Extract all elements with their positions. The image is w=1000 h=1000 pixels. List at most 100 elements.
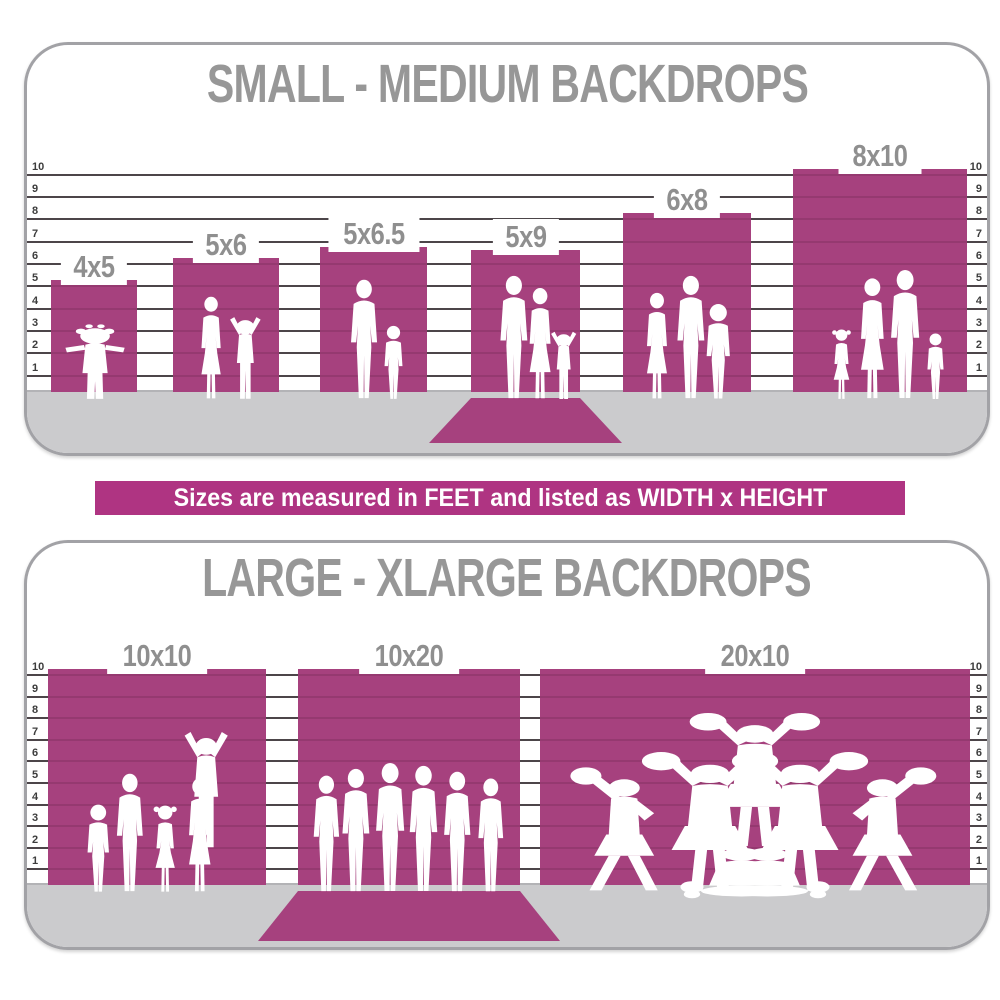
man-silhouette: [375, 763, 405, 891]
woman-silhouette: [646, 292, 667, 399]
ruler-tick-right-4: 4: [975, 294, 982, 307]
sitting-cheerleader-silhouette: [726, 847, 808, 897]
floor-sweep-10x20: [258, 891, 560, 941]
size-label-text: 4x5: [73, 249, 115, 285]
large-xlarge-panel: LARGE - XLARGE BACKDROPS 1 1 2 2 3 3 4 4 5 5 6 6 7 7 8…: [24, 540, 990, 950]
man-silhouette: [890, 270, 920, 398]
cheerleader-silhouette: [570, 767, 658, 891]
size-label-5x9: 5x9: [492, 218, 559, 255]
backdrop-bar-10x20: [298, 669, 520, 885]
ruler-line-overlay-2ft: [27, 846, 987, 849]
ruler-line-overlay-4ft: [27, 803, 987, 806]
size-label-5x6: 5x6: [192, 227, 260, 264]
ruler-tick-right-2: 2: [975, 833, 982, 846]
ruler-line-overlay-10ft: [27, 674, 987, 676]
ruler-tick-right-9: 9: [975, 183, 982, 196]
ruler-tick-right-1: 1: [975, 361, 982, 374]
boy-silhouette: [706, 304, 730, 399]
ruler-line-overlay-10ft: [27, 173, 987, 176]
large-xlarge-size-chart: 1 1 2 2 3 3 4 4 5 5 6 6 7 7 8 8 9 9 10 10 10x10 10x20 20x10: [27, 543, 987, 947]
ruler-tick-left-1: 1: [32, 855, 39, 868]
pom-pom-silhouette: [806, 881, 830, 899]
ruler-tick-left-8: 8: [32, 205, 39, 218]
size-label-4x5: 4x5: [60, 249, 128, 286]
ruler-line-overlay-3ft: [27, 330, 987, 332]
ruler-tick-left-1: 1: [32, 361, 39, 374]
ruler-tick-right-5: 5: [975, 272, 982, 285]
ruler-tick-left-4: 4: [32, 294, 39, 307]
size-label-text: 5x9: [504, 218, 547, 254]
ruler-line-overlay-3ft: [27, 825, 987, 828]
size-label-10x20: 10x20: [359, 638, 459, 674]
ruler-tick-right-3: 3: [975, 317, 982, 329]
ruler-tick-right-7: 7: [975, 725, 982, 738]
man-silhouette: [313, 775, 339, 892]
girl-silhouette: [831, 329, 851, 399]
girl-silhouette: [153, 805, 177, 892]
ruler-tick-left-6: 6: [32, 747, 39, 760]
ruler-tick-right-8: 8: [975, 704, 982, 717]
ruler-tick-right-9: 9: [975, 682, 982, 695]
ruler-tick-left-2: 2: [32, 833, 39, 846]
cheerleader-silhouette: [689, 713, 821, 846]
size-label-5x6.5: 5x6.5: [327, 215, 420, 252]
panel-title-text: LARGE - XLARGE BACKDROPS: [202, 548, 813, 608]
ruler-tick-right-2: 2: [975, 339, 982, 352]
backdrop-bar-10x10: [48, 669, 266, 885]
size-label-text: 8x10: [852, 137, 908, 173]
ruler-line-overlay-1ft: [27, 374, 987, 377]
panel-title-text: SMALL - MEDIUM BACKDROPS: [206, 54, 808, 114]
child-arms-raised-silhouette: [229, 317, 261, 399]
ruler-tick-left-6: 6: [32, 250, 39, 263]
ruler-tick-right-8: 8: [975, 205, 982, 218]
measurement-note-banner: Sizes are measured in FEET and listed as…: [95, 481, 905, 515]
small-medium-panel: SMALL - MEDIUM BACKDROPS 1 1 2 2 3 3 4 4 5 5 6 6 7 7 8…: [24, 42, 990, 456]
panel-title-large-xlarge: LARGE - XLARGE BACKDROPS: [27, 547, 987, 609]
small-medium-size-chart: 1 1 2 2 3 3 4 4 5 5 6 6 7 7 8 8 9 9 10 10 4x5 5x6 5x6.5 5x9 6…: [27, 45, 987, 453]
ruler-tick-right-4: 4: [975, 790, 982, 803]
size-label-20x10: 20x10: [705, 638, 805, 674]
ruler-tick-left-3: 3: [32, 317, 39, 329]
ruler-line-10ft: [27, 173, 987, 176]
ruler-line-overlay-7ft: [27, 738, 987, 741]
ruler-tick-right-3: 3: [975, 812, 982, 825]
ruler-line-overlay-5ft: [27, 782, 987, 784]
ruler-tick-right-6: 6: [975, 747, 982, 760]
man-silhouette: [117, 773, 143, 892]
ruler-tick-right-5: 5: [975, 769, 982, 781]
size-label-text: 10x20: [374, 638, 444, 673]
backdrop-bar-5x6: [173, 258, 279, 392]
ruler-tick-left-10: 10: [32, 160, 45, 173]
ruler-tick-left-8: 8: [32, 704, 39, 717]
ruler-tick-left-4: 4: [32, 790, 39, 803]
size-label-6x8: 6x8: [653, 182, 721, 219]
ruler-tick-left-5: 5: [32, 272, 39, 285]
man-silhouette: [677, 275, 705, 399]
ruler-tick-right-10: 10: [969, 160, 982, 173]
ruler-tick-right-7: 7: [975, 227, 982, 240]
man-silhouette: [443, 771, 471, 892]
measurement-note-text: Sizes are measured in FEET and listed as…: [173, 483, 827, 512]
size-label-text: 20x10: [720, 638, 790, 673]
toddler-girl-arms-out-silhouette: [65, 324, 125, 399]
ruler-line-overlay-8ft: [27, 717, 987, 720]
ruler-tick-left-7: 7: [32, 227, 39, 240]
woman-silhouette: [529, 288, 551, 399]
ruler-tick-left-9: 9: [32, 183, 39, 196]
cheerleader-silhouette: [731, 752, 869, 891]
ruler-tick-right-1: 1: [975, 855, 982, 868]
ruler-tick-right-10: 10: [969, 661, 982, 673]
ruler-line-overlay-1ft: [27, 868, 987, 871]
ruler-tick-left-5: 5: [32, 769, 39, 781]
size-label-text: 6x8: [666, 182, 708, 218]
ruler-line-9ft: [27, 196, 987, 199]
toddler-arm-raised-silhouette: [551, 331, 577, 399]
size-label-10x10: 10x10: [107, 638, 207, 674]
ruler-tick-left-10: 10: [32, 661, 45, 673]
ruler-tick-left-2: 2: [32, 339, 39, 352]
ruler-tick-left-3: 3: [32, 812, 39, 825]
man-silhouette: [342, 768, 370, 892]
cheerleader-silhouette: [849, 767, 937, 891]
ruler-tick-left-9: 9: [32, 682, 39, 695]
ruler-tick-left-7: 7: [32, 725, 39, 738]
